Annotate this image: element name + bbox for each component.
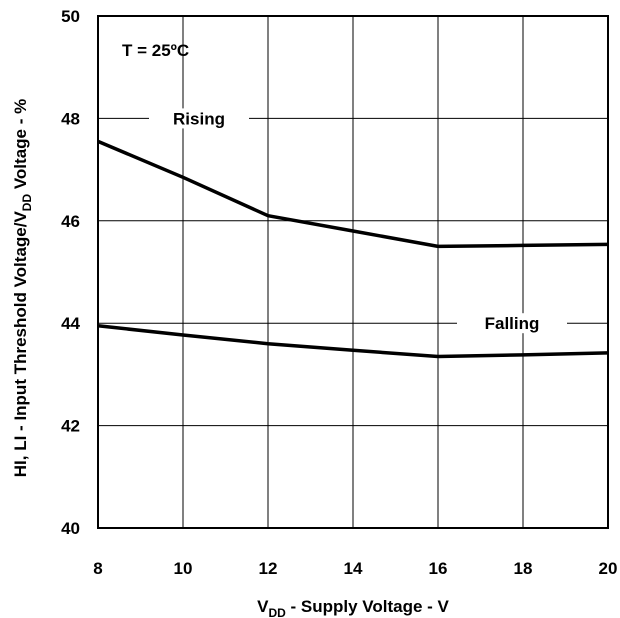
temperature-annotation: T = 25ºC [122,41,189,60]
x-axis-title-subscript: DD [268,606,286,618]
y-tick-label: 40 [61,519,80,538]
y-axis-title-main: HI, LI - Input Threshold Voltage/V [11,211,30,478]
x-axis-title-rest: - Supply Voltage - V [286,597,450,616]
x-tick-label: 14 [344,559,363,578]
x-tick-label: 16 [429,559,448,578]
x-tick-label: 20 [599,559,618,578]
y-tick-label: 46 [61,212,80,231]
series-label-falling: Falling [485,314,540,333]
x-tick-label: 12 [259,559,278,578]
data-series [97,139,609,359]
grid-lines [97,15,609,529]
x-tick-label: 10 [174,559,193,578]
plot-frame [97,15,609,529]
series-label-rising: Rising [173,109,225,128]
y-tick-label: 48 [61,109,80,128]
y-axis-title-subscript: DD [20,194,34,212]
y-tick-label: 44 [61,314,80,333]
x-axis-title-main: V [257,597,269,616]
y-axis-title: HI, LI - Input Threshold Voltage/VDD Vol… [11,99,34,477]
y-tick-label: 42 [61,417,80,436]
y-tick-label: 50 [61,7,80,26]
series-line-falling [97,324,609,359]
rising-label-background [149,108,249,129]
tick-labels: 8 10 12 14 16 18 20 40 42 44 46 48 50 [61,7,617,578]
x-tick-label: 18 [514,559,533,578]
series-line-rising [97,139,609,249]
y-axis-title-rest: Voltage - % [11,99,30,194]
x-tick-label: 8 [93,559,102,578]
x-axis-title: VDD - Supply Voltage - V [257,597,449,618]
falling-label-background [457,313,567,334]
